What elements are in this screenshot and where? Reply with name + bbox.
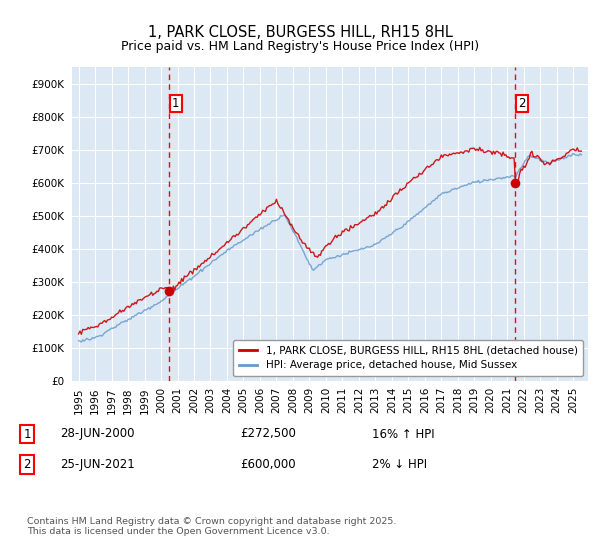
Text: 1: 1 xyxy=(172,97,179,110)
Text: Price paid vs. HM Land Registry's House Price Index (HPI): Price paid vs. HM Land Registry's House … xyxy=(121,40,479,53)
Legend: 1, PARK CLOSE, BURGESS HILL, RH15 8HL (detached house), HPI: Average price, deta: 1, PARK CLOSE, BURGESS HILL, RH15 8HL (d… xyxy=(233,340,583,376)
Text: 25-JUN-2021: 25-JUN-2021 xyxy=(60,458,135,472)
Text: 28-JUN-2000: 28-JUN-2000 xyxy=(60,427,134,441)
Text: £272,500: £272,500 xyxy=(240,427,296,441)
Text: £600,000: £600,000 xyxy=(240,458,296,472)
Text: 1, PARK CLOSE, BURGESS HILL, RH15 8HL: 1, PARK CLOSE, BURGESS HILL, RH15 8HL xyxy=(148,25,452,40)
Text: 2% ↓ HPI: 2% ↓ HPI xyxy=(372,458,427,472)
Text: 2: 2 xyxy=(23,458,31,472)
Text: 2: 2 xyxy=(518,97,526,110)
Text: 1: 1 xyxy=(23,427,31,441)
Text: 16% ↑ HPI: 16% ↑ HPI xyxy=(372,427,434,441)
Text: Contains HM Land Registry data © Crown copyright and database right 2025.
This d: Contains HM Land Registry data © Crown c… xyxy=(27,517,397,536)
